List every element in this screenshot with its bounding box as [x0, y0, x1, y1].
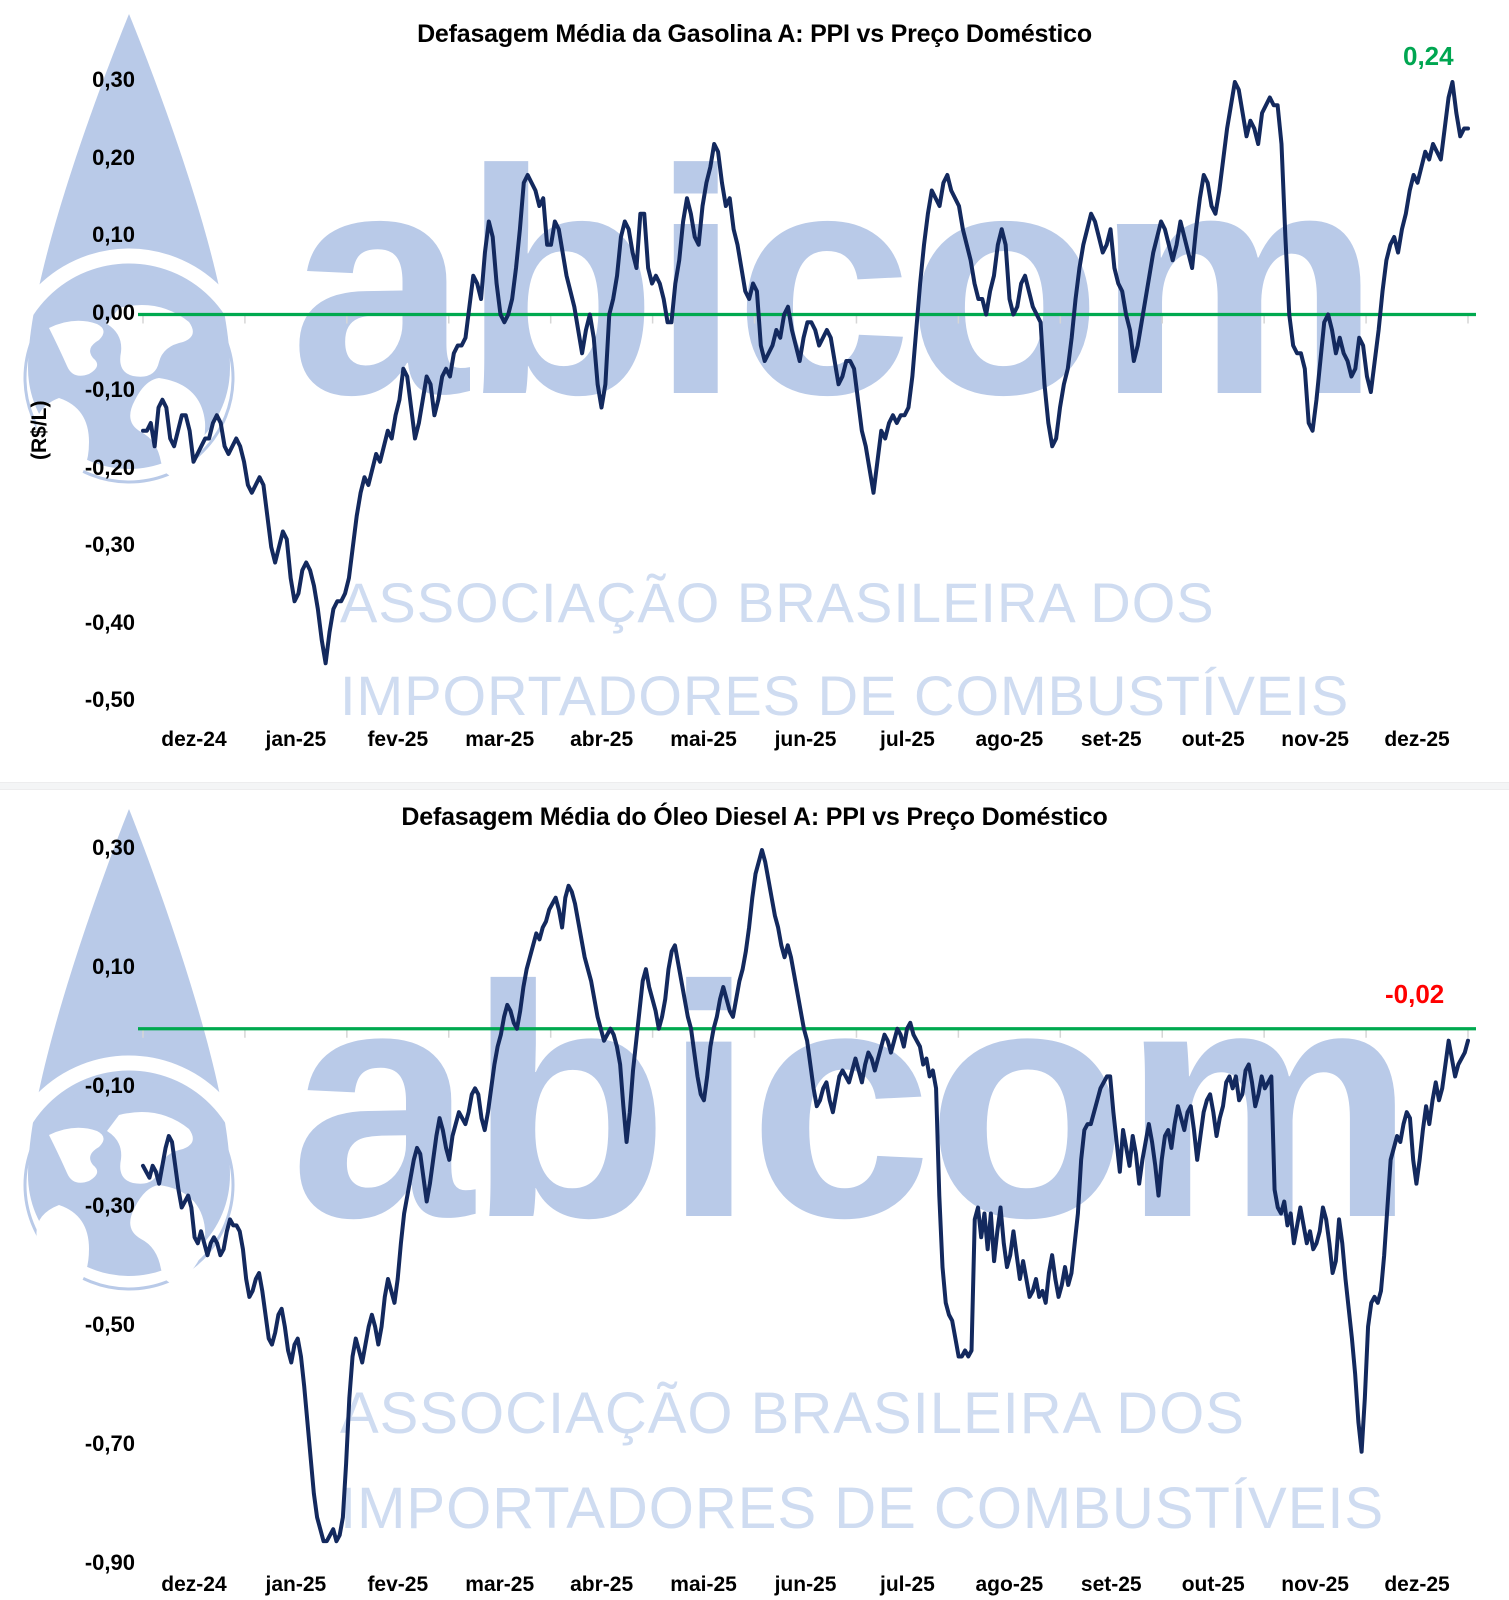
end-value-label-gasolina: 0,24 [1403, 40, 1454, 71]
x-tick-label: nov-25 [1281, 1573, 1349, 1596]
x-tick-label: fev-25 [367, 728, 429, 751]
x-tick-label: jan-25 [265, 1573, 327, 1596]
y-tick-label: 0,30 [92, 67, 135, 92]
page-title-diesel: Defasagem Média do Óleo Diesel A: PPI vs… [401, 803, 1108, 831]
chart-panel-gasolina: abicom ASSOCIAÇÃO BRASILEIRA DOS IMPORTA… [0, 0, 1509, 785]
x-tick-label: abr-25 [570, 1573, 634, 1596]
x-tick-label: jul-25 [879, 728, 935, 751]
plot-area-gasolina [138, 80, 1476, 666]
y-tick-label: -0,10 [84, 377, 135, 402]
end-value-label-diesel: -0,02 [1385, 978, 1445, 1009]
y-tick-label: -0,20 [84, 454, 135, 480]
x-tick-label: set-25 [1080, 1573, 1142, 1596]
x-tick-label: out-25 [1181, 1573, 1245, 1596]
y-tick-label: -0,70 [84, 1430, 135, 1456]
series-line [141, 80, 1470, 666]
page-title-gasolina: Defasagem Média da Gasolina A: PPI vs Pr… [417, 20, 1092, 48]
x-tick-label: dez-24 [161, 1573, 227, 1596]
y-tick-label: -0,30 [84, 1192, 135, 1218]
y-tick-label: 0,10 [92, 222, 135, 247]
x-tick-label: dez-25 [1384, 1573, 1450, 1596]
y-tick-label: -0,90 [84, 1550, 135, 1575]
y-tick-label: 0,30 [92, 835, 135, 860]
y-axis-label-gasolina: (R$/L) [28, 400, 51, 461]
series-line [141, 848, 1470, 1544]
x-tick-label: ago-25 [975, 1573, 1044, 1596]
x-tick-label: mai-25 [670, 728, 737, 751]
y-tick-label: 0,00 [92, 299, 135, 325]
y-tick-label: -0,30 [84, 532, 135, 557]
x-tick-label: mai-25 [670, 1573, 737, 1596]
x-tick-label: fev-25 [367, 1573, 429, 1596]
x-tick-label: nov-25 [1281, 728, 1349, 751]
y-tick-label: 0,10 [92, 954, 135, 980]
chart-panel-diesel: abicom ASSOCIAÇÃO BRASILEIRA DOS IMPORTA… [0, 785, 1509, 1600]
x-tick-label: out-25 [1181, 728, 1245, 751]
x-tick-label: mar-25 [465, 1573, 535, 1596]
panel-divider [0, 782, 1509, 790]
x-tick-label: jul-25 [879, 1573, 935, 1596]
plot-area-diesel [138, 848, 1476, 1544]
x-tick-label: jun-25 [774, 1573, 837, 1596]
x-tick-label: ago-25 [975, 728, 1044, 751]
y-tick-label: -0,40 [84, 609, 135, 635]
y-tick-label: -0,50 [84, 687, 135, 712]
x-tick-label: mar-25 [465, 728, 535, 751]
x-tick-label: abr-25 [570, 728, 634, 751]
x-tick-label: set-25 [1080, 728, 1142, 751]
x-tick-label: dez-25 [1384, 728, 1450, 751]
y-tick-label: -0,10 [84, 1073, 135, 1099]
x-tick-label: dez-24 [161, 728, 227, 751]
y-tick-label: 0,20 [92, 144, 135, 170]
x-tick-label: jan-25 [265, 728, 327, 751]
x-tick-label: jun-25 [774, 728, 837, 751]
y-tick-label: -0,50 [84, 1311, 135, 1337]
